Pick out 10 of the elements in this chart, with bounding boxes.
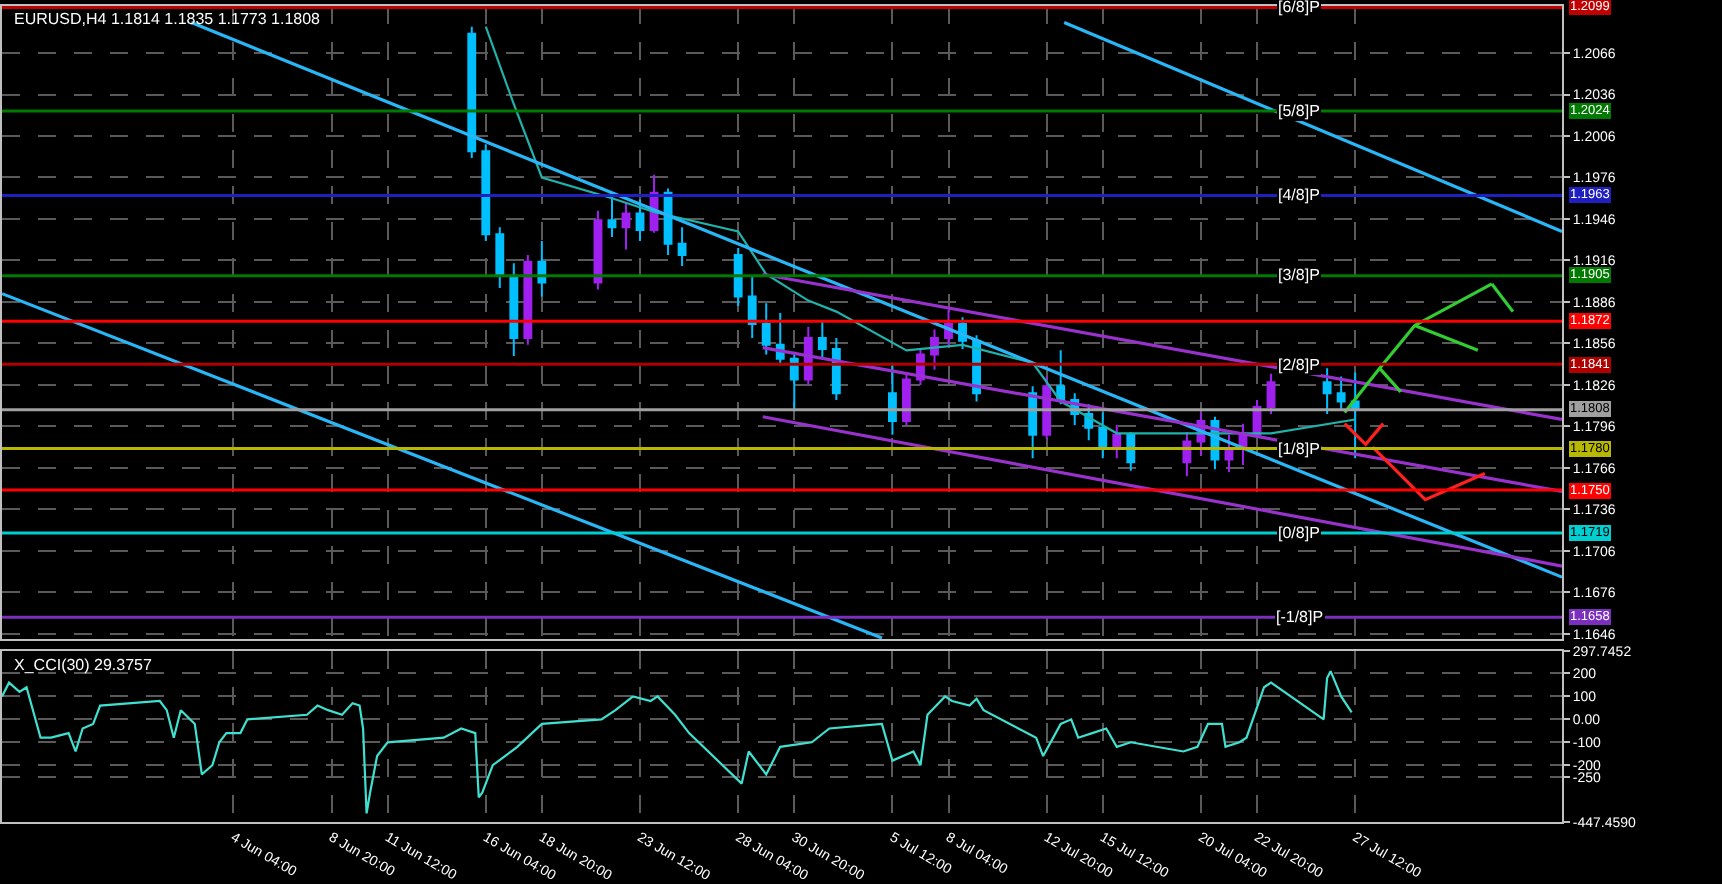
- annotation: [3/8]P: [1278, 266, 1320, 284]
- chart-title: X_CCI(30) 29.3757: [14, 656, 153, 674]
- chart-title: EURUSD,H4 1.1814 1.1835 1.1773 1.1808: [14, 10, 322, 28]
- annotation: [4/8]P: [1278, 186, 1320, 204]
- annotation: [5/8]P: [1278, 102, 1320, 120]
- annotation: [2/8]P: [1278, 356, 1320, 374]
- annotation: [1/8]P: [1278, 440, 1320, 458]
- annotation: [-1/8]P: [1276, 608, 1324, 626]
- annotation: [6/8]P: [1278, 0, 1320, 16]
- annotation: [0/8]P: [1278, 524, 1320, 542]
